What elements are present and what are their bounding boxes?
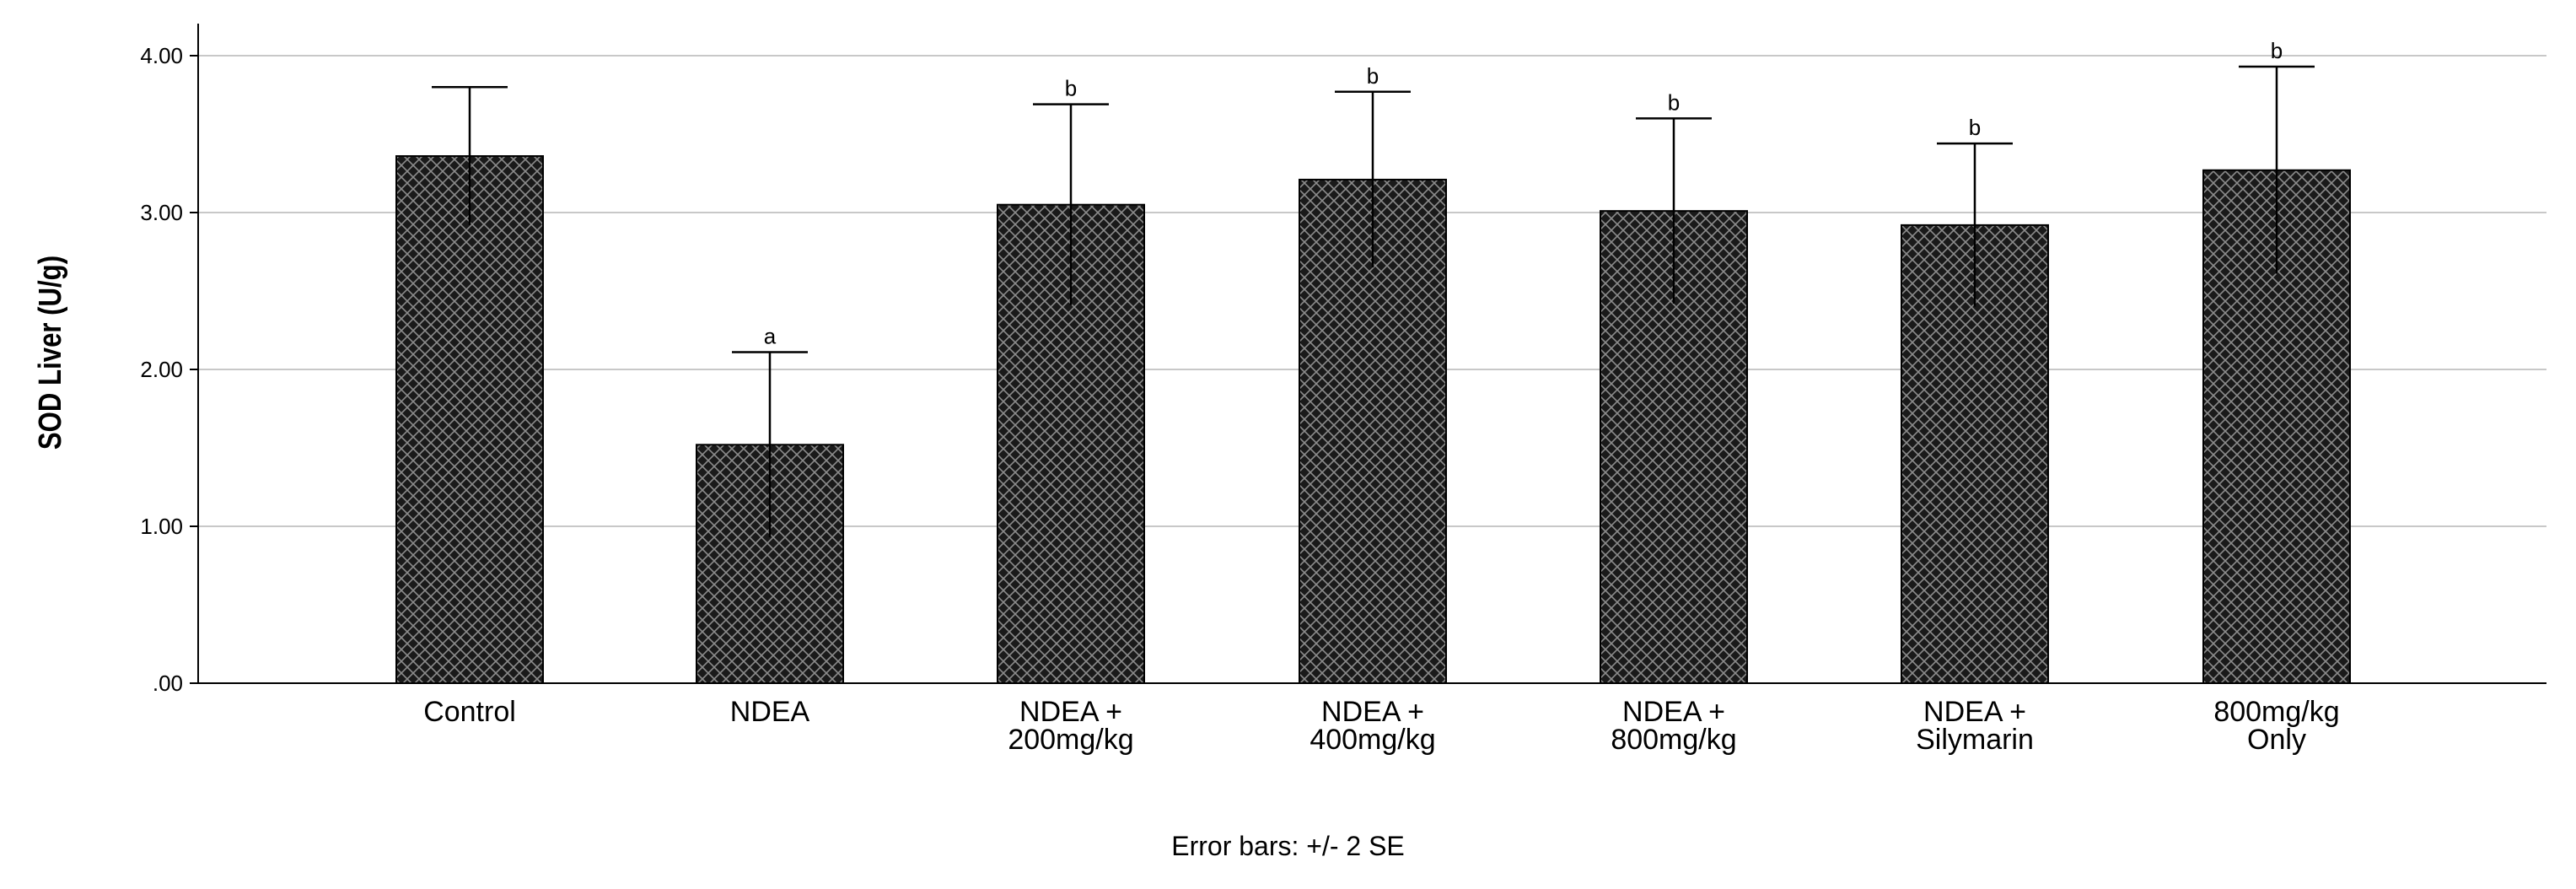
significance-label: b <box>2271 38 2283 63</box>
y-axis-title: SOD Liver (U/g) <box>33 256 68 450</box>
category-label: 200mg/kg <box>1008 724 1133 756</box>
y-tick-label: 3.00 <box>140 200 183 225</box>
y-tick-label: 2.00 <box>140 357 183 382</box>
y-tick-label: 4.00 <box>140 43 183 68</box>
bar <box>395 155 544 685</box>
category-label: NDEA + <box>1622 696 1725 728</box>
category-label: NDEA <box>730 696 810 728</box>
category-label: 800mg/kg <box>1611 724 1736 756</box>
y-tick-label: .00 <box>153 671 183 696</box>
category-label: Control <box>423 696 516 728</box>
category-label: NDEA + <box>1019 696 1122 728</box>
y-tick-label: 1.00 <box>140 514 183 539</box>
category-label: NDEA + <box>1321 696 1424 728</box>
error-bars-footnote: Error bars: +/- 2 SE <box>1171 831 1405 861</box>
category-label: Only <box>2247 724 2306 756</box>
significance-label: b <box>1969 115 1981 140</box>
axes <box>190 24 2546 684</box>
significance-label: b <box>1668 89 1680 115</box>
category-label: 400mg/kg <box>1310 724 1435 756</box>
category-label: 800mg/kg <box>2213 696 2339 728</box>
significance-label: b <box>1367 63 1379 89</box>
significance-label: b <box>1065 76 1077 101</box>
significance-label: a <box>764 324 777 349</box>
category-label: Silymarin <box>1916 724 2034 756</box>
category-label: NDEA + <box>1923 696 2026 728</box>
error-bars <box>432 65 2315 538</box>
